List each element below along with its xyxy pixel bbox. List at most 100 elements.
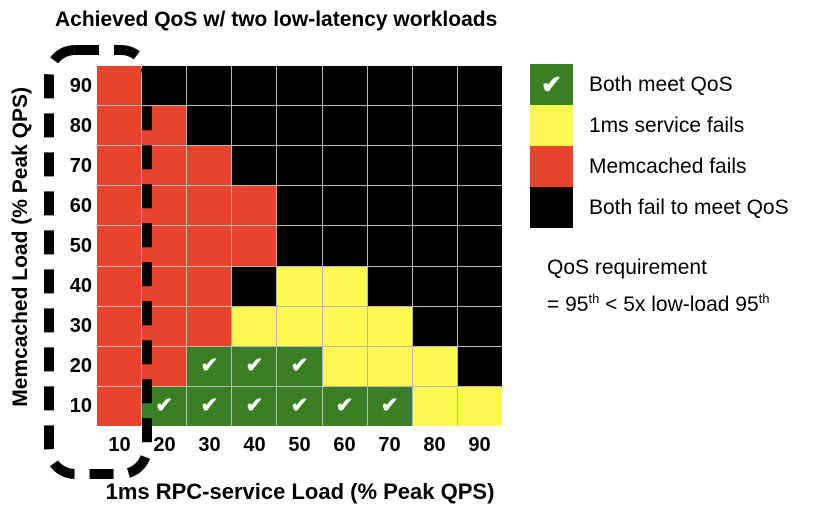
heatmap-cell [97,306,142,346]
y-axis-ticks: 90 80 70 60 50 40 30 20 10 [40,66,92,426]
heatmap-cell [142,146,187,186]
heatmap-cell: ✔ [187,346,232,386]
legend-label: Both meet QoS [589,72,733,96]
y-axis-title: Memcached Load (% Peak QPS) [0,46,42,448]
check-icon: ✔ [200,393,219,417]
y-tick-label: 90 [69,74,92,97]
x-tick-label: 50 [288,433,311,456]
heatmap-cell [232,106,277,146]
heatmap-cell [187,226,232,266]
check-icon: ✔ [541,70,562,99]
qos-requirement-line2: = 95th < 5x low-load 95th [547,291,770,316]
heatmap-cell [187,106,232,146]
qos-requirement-note: QoS requirement = 95th < 5x low-load 95t… [547,252,770,320]
y-axis-title-text: Memcached Load (% Peak QPS) [9,87,32,407]
heatmap-cell [322,146,367,186]
x-axis-title: 1ms RPC-service Load (% Peak QPS) [105,479,495,504]
legend-item-both-fail: Both fail to meet QoS [530,187,789,228]
heatmap-cell [187,266,232,306]
heatmap-cell [322,66,367,106]
heatmap-cell [322,306,367,346]
check-icon: ✔ [200,353,219,377]
heatmap-cell [277,306,322,346]
x-tick-label: 10 [108,433,131,456]
heatmap-cell [277,186,322,226]
heatmap-cell [457,106,502,146]
heatmap-cell [457,346,502,386]
heatmap-cell: ✔ [277,346,322,386]
heatmap-cell [412,66,457,106]
legend-label: Memcached fails [589,154,747,178]
heatmap-cell: ✔ [187,386,232,426]
y-tick-label: 70 [69,154,92,177]
heatmap-cell [412,306,457,346]
check-icon: ✔ [290,353,309,377]
qos-requirement-line1: QoS requirement [547,256,707,279]
heatmap-cell: ✔ [277,386,322,426]
heatmap-cell [412,226,457,266]
heatmap-cell [142,106,187,146]
heatmap-cell [97,226,142,266]
check-icon: ✔ [245,353,264,377]
check-icon: ✔ [335,393,354,417]
heatmap-cell [97,346,142,386]
legend-label: 1ms service fails [589,113,745,137]
heatmap-cell [187,306,232,346]
heatmap-cell [142,306,187,346]
heatmap-cell [232,146,277,186]
heatmap-cell: ✔ [367,386,412,426]
y-tick-label: 20 [69,354,92,377]
heatmap-cell [142,266,187,306]
heatmap-cell [457,186,502,226]
heatmap-cell [142,66,187,106]
heatmap-grid: ✔ ✔ ✔ ✔ ✔ ✔ ✔ ✔ ✔ [97,66,502,426]
y-tick-label: 60 [69,194,92,217]
heatmap-cell [277,66,322,106]
heatmap-cell [97,386,142,426]
heatmap-cell: ✔ [142,386,187,426]
heatmap-cell [457,386,502,426]
heatmap-cell [412,266,457,306]
heatmap-cell [322,226,367,266]
heatmap-cell [187,186,232,226]
heatmap-cell [277,106,322,146]
heatmap-cell [367,346,412,386]
heatmap-cell [97,146,142,186]
heatmap-cell [412,146,457,186]
heatmap-cell [457,66,502,106]
heatmap-cell [367,66,412,106]
heatmap-cell [457,306,502,346]
heatmap-cell [322,106,367,146]
x-tick-label: 70 [378,433,401,456]
x-tick-label: 20 [153,433,176,456]
heatmap-cell [142,226,187,266]
legend-swatch-yellow [530,105,573,146]
heatmap-cell [142,346,187,386]
heatmap-cell [457,226,502,266]
y-tick-label: 50 [69,234,92,257]
check-icon: ✔ [380,393,399,417]
heatmap-cell [187,66,232,106]
heatmap-cell [187,146,232,186]
check-icon: ✔ [155,393,173,417]
heatmap-cell [97,266,142,306]
heatmap-cell [322,186,367,226]
heatmap-cell [277,146,322,186]
heatmap-cell [232,306,277,346]
heatmap-cell [367,226,412,266]
heatmap-cell: ✔ [232,346,277,386]
legend-item-both-meet: ✔ Both meet QoS [530,64,789,105]
heatmap-cell [232,66,277,106]
y-tick-label: 30 [69,314,92,337]
heatmap-cell [412,386,457,426]
chart-title: Achieved QoS w/ two low-latency workload… [55,8,498,31]
heatmap-cell [457,266,502,306]
heatmap-cell [367,146,412,186]
legend-swatch-black [530,187,573,228]
heatmap-cell: ✔ [232,386,277,426]
heatmap-cell [97,186,142,226]
heatmap-cell [367,106,412,146]
heatmap-cell [412,106,457,146]
y-tick-label: 80 [69,114,92,137]
heatmap-cell [457,146,502,186]
